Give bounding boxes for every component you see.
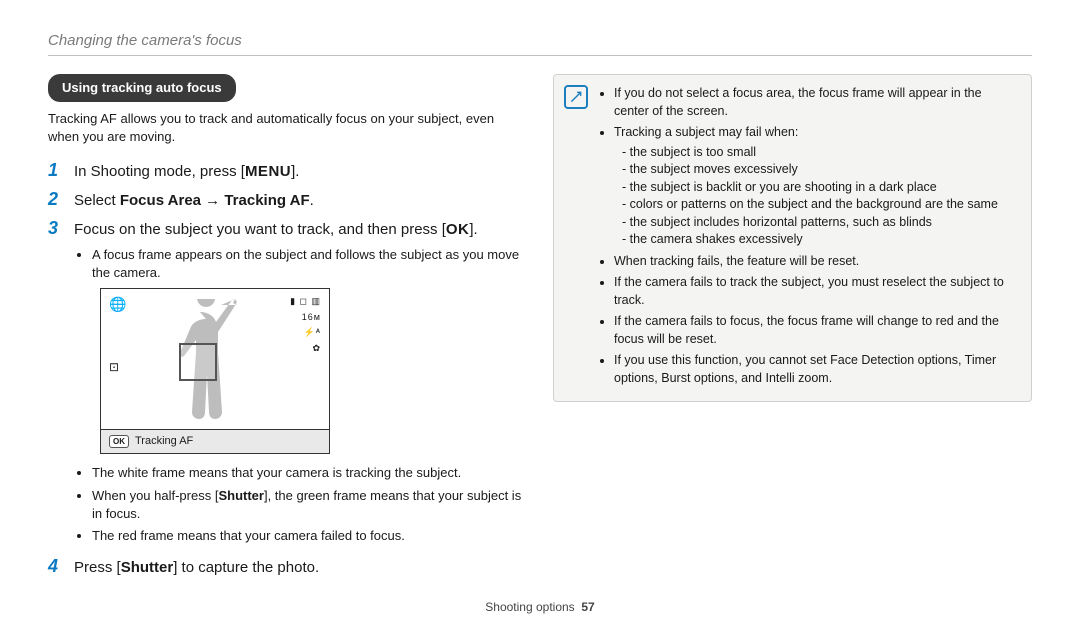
steps-list: 1 In Shooting mode, press [MENU]. 2 Sele… — [48, 161, 527, 579]
note-icon — [564, 85, 588, 109]
mode-icon: 🌐 — [109, 295, 126, 315]
topic-pill: Using tracking auto focus — [48, 74, 236, 102]
note-subitem: the subject includes horizontal patterns… — [622, 214, 1017, 232]
left-column: Using tracking auto focus Tracking AF al… — [48, 74, 527, 586]
note-box: If you do not select a focus area, the f… — [553, 74, 1032, 402]
intro-text: Tracking AF allows you to track and auto… — [48, 110, 527, 146]
note-subitem: the subject is too small — [622, 144, 1017, 162]
note-item: If you do not select a focus area, the f… — [614, 85, 1017, 120]
frame-red-note: The red frame means that your camera fai… — [92, 527, 527, 545]
page-footer: Shooting options 57 — [0, 599, 1080, 616]
note-item: If the camera fails to focus, the focus … — [614, 313, 1017, 348]
frame-green-note: When you half-press [Shutter], the green… — [92, 487, 527, 523]
camera-status-bar: OK Tracking AF — [101, 429, 329, 453]
camera-preview: 🌐 ⊡ ▮ ◻ ▥ 16ᴍ ⚡ᴬ ✿ — [100, 288, 330, 454]
step-4: Press [Shutter] to capture the photo. — [74, 557, 527, 578]
note-subitem: the subject is backlit or you are shooti… — [622, 179, 1017, 197]
note-item: When tracking fails, the feature will be… — [614, 253, 1017, 271]
note-subitem: colors or patterns on the subject and th… — [622, 196, 1017, 214]
step-2: Select Focus Area → Tracking AF. — [74, 190, 527, 211]
note-item: If the camera fails to track the subject… — [614, 274, 1017, 309]
divider — [48, 55, 1032, 56]
section-header: Changing the camera's focus — [48, 30, 1032, 51]
meter-icon: ⊡ — [109, 359, 119, 376]
step-3: Focus on the subject you want to track, … — [74, 219, 527, 550]
note-subitem: the camera shakes excessively — [622, 231, 1017, 249]
note-item: If you use this function, you cannot set… — [614, 352, 1017, 387]
step-number: 1 — [48, 161, 64, 182]
step-3-sub: A focus frame appears on the subject and… — [92, 246, 527, 282]
step-number: 3 — [48, 219, 64, 550]
ok-button-label: OK — [446, 221, 470, 238]
ok-icon: OK — [109, 435, 129, 448]
step-number: 4 — [48, 557, 64, 578]
right-column: If you do not select a focus area, the f… — [553, 74, 1032, 586]
status-icons: ▮ ◻ ▥ 16ᴍ ⚡ᴬ ✿ — [290, 295, 321, 357]
step-number: 2 — [48, 190, 64, 211]
focus-frame — [179, 343, 217, 381]
frame-white-note: The white frame means that your camera i… — [92, 464, 527, 482]
note-item: Tracking a subject may fail when: the su… — [614, 124, 1017, 249]
note-subitem: the subject moves excessively — [622, 161, 1017, 179]
step-1: In Shooting mode, press [MENU]. — [74, 161, 527, 182]
menu-button-label: MENU — [245, 163, 291, 180]
